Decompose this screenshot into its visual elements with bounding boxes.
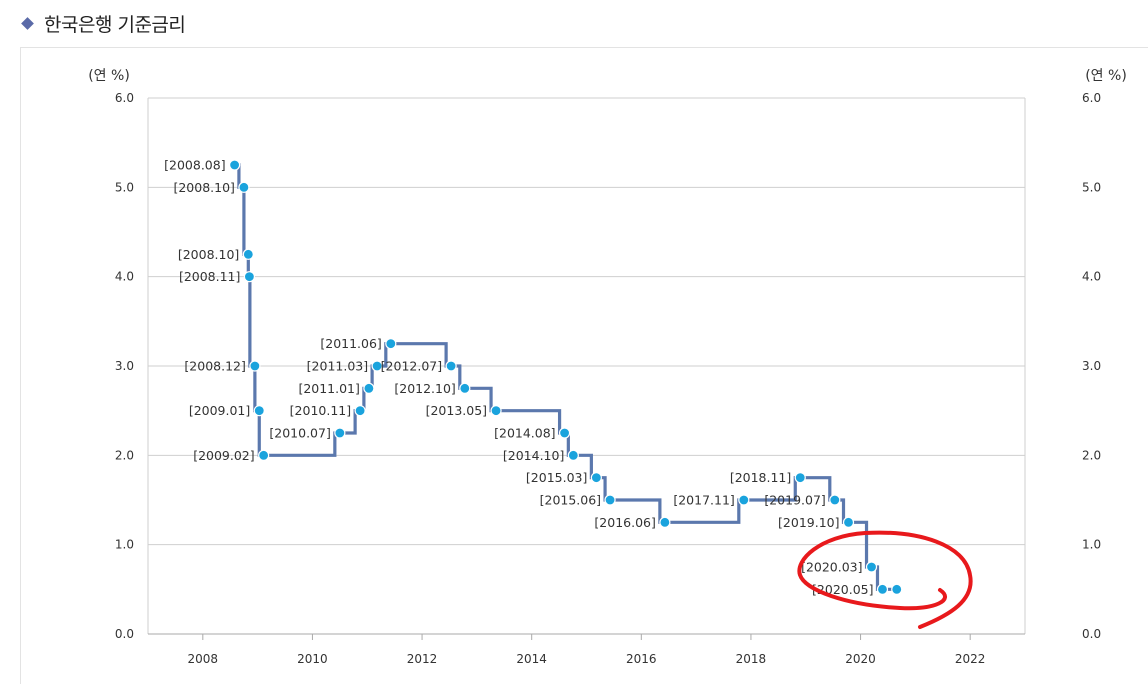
data-label: [2011.06] bbox=[320, 336, 381, 351]
data-label: [2009.01] bbox=[189, 403, 250, 418]
y-tick-right: 4.0 bbox=[1082, 270, 1101, 284]
data-label: [2013.05] bbox=[426, 403, 487, 418]
data-label: [2014.08] bbox=[494, 426, 555, 441]
data-point[interactable] bbox=[794, 472, 806, 484]
y-tick-left: 2.0 bbox=[115, 448, 134, 462]
data-point[interactable] bbox=[229, 159, 241, 171]
data-label: [2008.11] bbox=[179, 269, 240, 284]
data-label: [2008.10] bbox=[178, 247, 239, 262]
y-tick-left: 0.0 bbox=[115, 627, 134, 641]
y-tick-left: 5.0 bbox=[115, 180, 134, 194]
series-line bbox=[234, 163, 897, 591]
data-point[interactable] bbox=[659, 516, 671, 528]
data-label: [2008.10] bbox=[173, 180, 234, 195]
data-point[interactable] bbox=[371, 360, 383, 372]
x-tick-label: 2012 bbox=[407, 652, 438, 666]
data-label: [2018.11] bbox=[730, 470, 791, 485]
data-point[interactable] bbox=[876, 583, 889, 595]
data-label: [2019.10] bbox=[778, 515, 839, 530]
data-point[interactable] bbox=[253, 405, 265, 417]
data-label: [2011.01] bbox=[298, 381, 359, 396]
data-point[interactable] bbox=[258, 449, 270, 461]
data-point[interactable] bbox=[334, 427, 346, 439]
y-tick-right: 1.0 bbox=[1082, 538, 1101, 552]
page-header: 한국은행 기준금리 bbox=[20, 8, 186, 38]
x-tick-label: 2016 bbox=[626, 652, 657, 666]
data-label: [2009.02] bbox=[193, 448, 254, 463]
x-tick-label: 2014 bbox=[516, 652, 547, 666]
data-label: [2016.06] bbox=[594, 515, 655, 530]
point-labels: [2008.08] [2008.10] [2008.10] [2008.11] [200… bbox=[164, 158, 873, 597]
data-point[interactable] bbox=[490, 405, 502, 417]
y-tick-right: 6.0 bbox=[1082, 91, 1101, 105]
x-tick-label: 2010 bbox=[297, 652, 328, 666]
y-ticks-right: 0.0 1.0 2.0 3.0 4.0 5.0 6.0 bbox=[1082, 91, 1101, 641]
data-label: [2020.05] bbox=[812, 582, 873, 597]
grid bbox=[147, 97, 1026, 635]
data-label: [2008.12] bbox=[184, 359, 245, 374]
x-tick-label: 2018 bbox=[736, 652, 767, 666]
data-label: [2012.10] bbox=[394, 381, 455, 396]
data-point[interactable] bbox=[249, 360, 261, 372]
y-axis-unit-left: (연 %) bbox=[88, 68, 130, 84]
chart-panel bbox=[20, 47, 1148, 684]
data-point[interactable] bbox=[385, 338, 397, 350]
data-label: [2015.06] bbox=[540, 493, 601, 508]
x-tick-label: 2022 bbox=[955, 652, 986, 666]
page-title: 한국은행 기준금리 bbox=[44, 13, 186, 36]
data-label: [2014.10] bbox=[503, 448, 564, 463]
data-point[interactable] bbox=[354, 405, 366, 417]
data-label: [2010.11] bbox=[290, 403, 351, 418]
data-point[interactable] bbox=[590, 472, 602, 484]
data-label: [2020.03] bbox=[801, 560, 862, 575]
data-point[interactable] bbox=[238, 181, 250, 193]
data-point[interactable] bbox=[363, 382, 375, 394]
y-tick-right: 5.0 bbox=[1082, 180, 1101, 194]
data-point[interactable] bbox=[242, 248, 254, 260]
annotation-circle bbox=[797, 530, 973, 629]
data-label: [2019.07] bbox=[764, 493, 825, 508]
data-label: [2017.11] bbox=[673, 493, 734, 508]
y-tick-left: 1.0 bbox=[115, 538, 134, 552]
data-label: [2011.03] bbox=[307, 359, 368, 374]
data-label: [2015.03] bbox=[526, 470, 587, 485]
y-tick-right: 2.0 bbox=[1082, 448, 1101, 462]
y-tick-left: 4.0 bbox=[115, 270, 134, 284]
data-point[interactable] bbox=[445, 360, 457, 372]
x-ticks: 2008 2010 2012 2014 2016 2018 2020 2022 bbox=[188, 634, 986, 666]
data-point[interactable] bbox=[604, 494, 616, 506]
data-label: [2010.07] bbox=[269, 426, 330, 441]
y-tick-left: 3.0 bbox=[115, 359, 134, 373]
data-point[interactable] bbox=[865, 561, 878, 573]
markers bbox=[229, 159, 903, 595]
y-tick-left: 6.0 bbox=[115, 91, 134, 105]
x-tick-label: 2008 bbox=[188, 652, 219, 666]
y-ticks-left: 0.0 1.0 2.0 3.0 4.0 5.0 6.0 bbox=[115, 91, 134, 641]
data-point[interactable] bbox=[567, 449, 579, 461]
data-point[interactable] bbox=[842, 516, 855, 528]
x-tick-label: 2020 bbox=[845, 652, 876, 666]
data-point[interactable] bbox=[891, 583, 903, 595]
data-label: [2012.07] bbox=[381, 359, 442, 374]
y-tick-right: 3.0 bbox=[1082, 359, 1101, 373]
data-point[interactable] bbox=[558, 427, 571, 439]
y-axis-unit-right: (연 %) bbox=[1085, 68, 1127, 84]
data-point[interactable] bbox=[738, 494, 750, 506]
data-point[interactable] bbox=[243, 271, 256, 283]
data-label: [2008.08] bbox=[164, 158, 225, 173]
y-tick-right: 0.0 bbox=[1082, 627, 1101, 641]
data-point[interactable] bbox=[459, 382, 471, 394]
data-point[interactable] bbox=[829, 494, 841, 506]
